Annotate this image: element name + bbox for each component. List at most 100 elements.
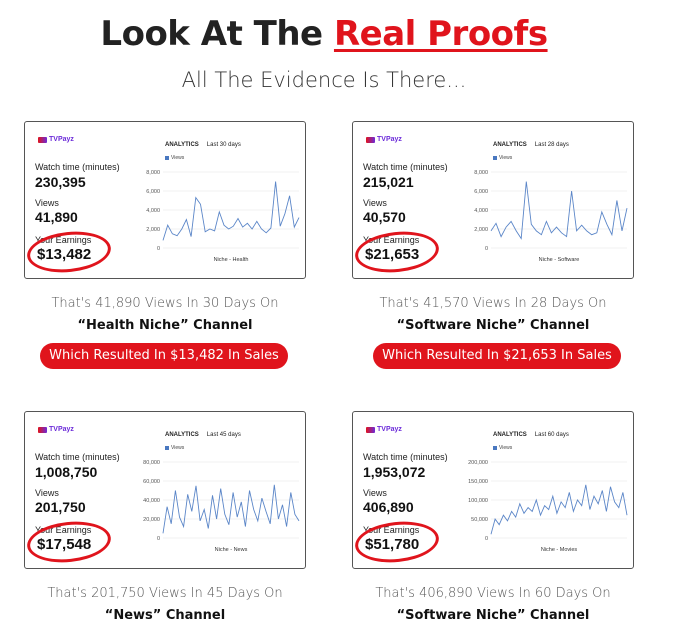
- legend-label: Views: [171, 155, 185, 161]
- y-tick-label: 0: [157, 246, 160, 252]
- analytics-title: ANALYTICS Last 28 days: [493, 142, 569, 148]
- views-value: 40,570: [363, 209, 406, 225]
- niche-channel-label: “Health Niche” Channel: [77, 318, 253, 333]
- tvpayz-logo: TVPayz: [366, 426, 402, 433]
- analytics-label: ANALYTICS: [165, 432, 199, 438]
- headline-prefix: Look At The: [100, 14, 334, 54]
- y-tick-label: 4,000: [146, 208, 160, 214]
- analytics-label: ANALYTICS: [493, 142, 527, 148]
- y-tick-label: 80,000: [143, 460, 160, 466]
- views-line-chart: 0 2,000 4,000 6,000 8,000 Niche - Health: [146, 170, 300, 263]
- legend-swatch: [165, 156, 169, 160]
- legend-swatch: [165, 446, 169, 450]
- analytics-proof-card: TVPayz Watch time (minutes) 1,008,750 Vi…: [24, 411, 306, 569]
- watch-time-value: 1,953,072: [363, 464, 426, 480]
- proof-caption: That's 41,570 Views In 28 Days On: [379, 296, 607, 311]
- page-subheadline: All The Evidence Is There...: [181, 68, 467, 92]
- niche-channel-label: “Software Niche” Channel: [396, 608, 590, 620]
- niche-channel-label: “News” Channel: [104, 608, 226, 620]
- earnings-value: $17,548: [37, 536, 92, 553]
- analytics-title: ANALYTICS Last 45 days: [165, 432, 241, 438]
- views-series-line: [490, 181, 628, 240]
- y-tick-label: 6,000: [146, 189, 160, 195]
- views-line-chart: 0 20,000 40,000 60,000 80,000 Niche - News: [143, 460, 300, 553]
- analytics-period: Last 45 days: [206, 432, 241, 438]
- earnings-label: Your Earnings: [363, 235, 420, 245]
- views-label: Views: [363, 488, 387, 498]
- proof-caption: That's 41,890 Views In 30 Days On: [51, 296, 279, 311]
- chart-legend: Views: [165, 155, 184, 161]
- play-icon: [38, 136, 47, 143]
- y-tick-label: 100,000: [468, 498, 488, 504]
- chart-legend: Views: [493, 155, 512, 161]
- legend-label: Views: [171, 445, 185, 451]
- legend-label: Views: [499, 445, 513, 451]
- y-tick-label: 50,000: [471, 517, 488, 523]
- views-line-chart: 0 50,000 100,000 150,000 200,000 Niche - Movi…: [468, 460, 628, 553]
- chart-legend: Views: [165, 445, 184, 451]
- y-tick-label: 0: [157, 536, 160, 542]
- views-value: 406,890: [363, 499, 414, 515]
- brand-name: TVPayz: [49, 136, 74, 143]
- y-tick-label: 0: [485, 246, 488, 252]
- analytics-label: ANALYTICS: [165, 142, 199, 148]
- y-tick-label: 8,000: [146, 170, 160, 176]
- y-tick-label: 0: [485, 536, 488, 542]
- chart-legend: Views: [493, 445, 512, 451]
- views-series-line: [490, 484, 628, 535]
- analytics-label: ANALYTICS: [493, 432, 527, 438]
- watch-time-label: Watch time (minutes): [363, 452, 448, 462]
- earnings-label: Your Earnings: [35, 525, 92, 535]
- sales-result-button[interactable]: Which Resulted In $13,482 In Sales: [40, 343, 288, 369]
- earnings-value: $13,482: [37, 246, 92, 263]
- x-axis-label: Niche - Movies: [541, 547, 578, 553]
- analytics-period: Last 30 days: [206, 142, 241, 148]
- y-tick-label: 60,000: [143, 479, 160, 485]
- y-tick-label: 8,000: [474, 170, 488, 176]
- watch-time-label: Watch time (minutes): [35, 452, 120, 462]
- analytics-period: Last 28 days: [534, 142, 569, 148]
- watch-time-value: 1,008,750: [35, 464, 98, 480]
- proof-caption: That's 201,750 Views In 45 Days On: [47, 586, 283, 601]
- views-line-chart: 0 2,000 4,000 6,000 8,000 Niche - Software: [474, 170, 628, 263]
- tvpayz-logo: TVPayz: [366, 136, 402, 143]
- analytics-proof-card: TVPayz Watch time (minutes) 215,021 View…: [352, 121, 634, 279]
- y-tick-label: 6,000: [474, 189, 488, 195]
- sales-result-button[interactable]: Which Resulted In $21,653 In Sales: [373, 343, 621, 369]
- views-label: Views: [35, 198, 59, 208]
- views-series-line: [162, 484, 300, 534]
- y-tick-label: 40,000: [143, 498, 160, 504]
- earnings-label: Your Earnings: [363, 525, 420, 535]
- play-icon: [38, 426, 47, 433]
- watch-time-value: 230,395: [35, 174, 86, 190]
- earnings-label: Your Earnings: [35, 235, 92, 245]
- legend-swatch: [493, 446, 497, 450]
- tvpayz-logo: TVPayz: [38, 426, 74, 433]
- y-tick-label: 4,000: [474, 208, 488, 214]
- y-tick-label: 150,000: [468, 479, 488, 485]
- proof-caption: That's 406,890 Views In 60 Days On: [375, 586, 611, 601]
- niche-channel-label: “Software Niche” Channel: [396, 318, 590, 333]
- y-tick-label: 20,000: [143, 517, 160, 523]
- headline-highlight: Real Proofs: [333, 14, 548, 54]
- brand-name: TVPayz: [377, 136, 402, 143]
- views-label: Views: [35, 488, 59, 498]
- watch-time-label: Watch time (minutes): [363, 162, 448, 172]
- legend-label: Views: [499, 155, 513, 161]
- views-label: Views: [363, 198, 387, 208]
- watch-time-label: Watch time (minutes): [35, 162, 120, 172]
- analytics-title: ANALYTICS Last 60 days: [493, 432, 569, 438]
- views-series-line: [162, 181, 300, 241]
- x-axis-label: Niche - Health: [214, 257, 249, 263]
- play-icon: [366, 426, 375, 433]
- page-headline: Look At The Real Proofs: [0, 14, 648, 54]
- analytics-title: ANALYTICS Last 30 days: [165, 142, 241, 148]
- views-value: 201,750: [35, 499, 86, 515]
- analytics-proof-card: TVPayz Watch time (minutes) 1,953,072 Vi…: [352, 411, 634, 569]
- tvpayz-logo: TVPayz: [38, 136, 74, 143]
- views-value: 41,890: [35, 209, 78, 225]
- analytics-period: Last 60 days: [534, 432, 569, 438]
- earnings-value: $51,780: [365, 536, 420, 553]
- brand-name: TVPayz: [377, 426, 402, 433]
- play-icon: [366, 136, 375, 143]
